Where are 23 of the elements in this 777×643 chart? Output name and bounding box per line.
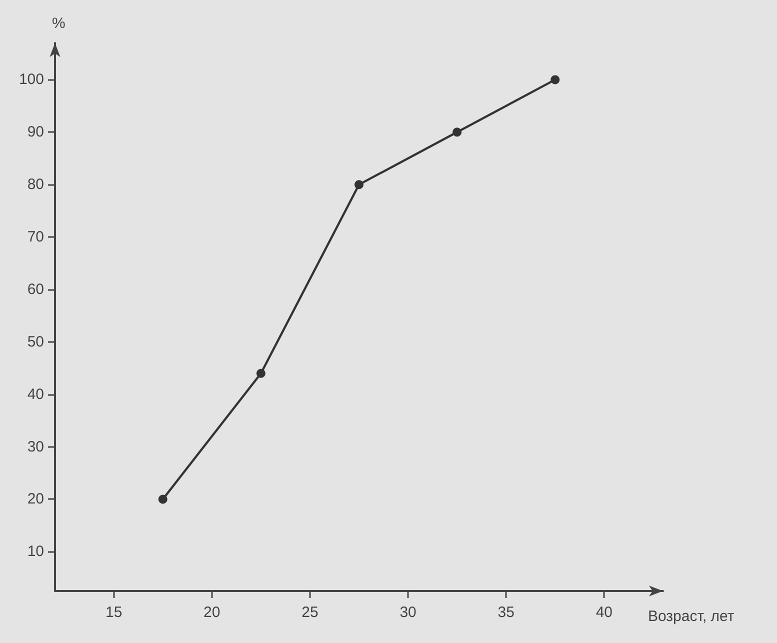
y-tick-label: 80 [27,176,44,194]
x-tick-label: 25 [302,604,318,621]
point [550,75,560,84]
y-tick-label: 100 [18,71,44,88]
y-tick-label: 70 [27,228,44,246]
point [354,180,364,190]
x-tick-label: 30 [400,604,416,621]
x-axis-title: Возраст, лет [648,608,734,625]
x-tick-label: 40 [596,604,613,621]
x-tick-label: 20 [204,604,220,621]
y-tick-label: 30 [27,438,44,456]
x-tick-label: 15 [105,604,122,621]
point [452,128,462,137]
y-tick-label: 60 [27,280,44,298]
y-tick-label: 20 [27,490,44,508]
y-tick-label: 90 [27,124,44,141]
y-axis-title: % [52,15,66,32]
y-tick-label: 40 [27,386,44,403]
point [256,368,266,378]
y-tick-label: 10 [27,543,44,560]
y-tick-label: 50 [27,333,44,350]
x-tick-label: 35 [498,604,514,621]
point [158,494,168,504]
